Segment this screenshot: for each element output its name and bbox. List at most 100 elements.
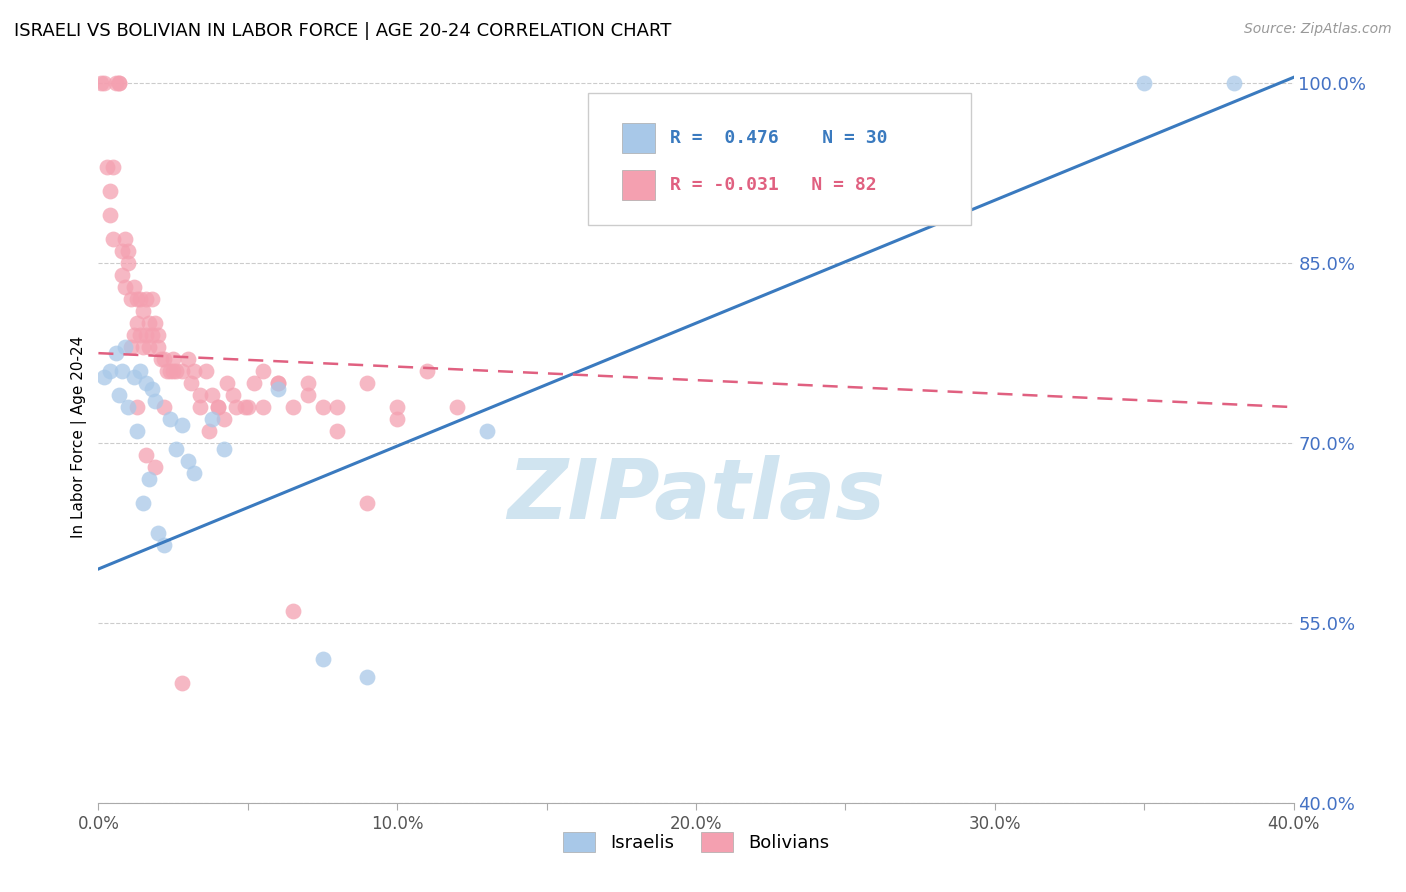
Point [153,538,176,552]
Point [207,400,229,414]
Point [138,340,160,354]
Point [98,208,122,222]
Point [111,268,134,283]
Legend: Israelis, Bolivians: Israelis, Bolivians [555,824,837,860]
FancyBboxPatch shape [589,94,972,225]
Point [120,292,142,306]
Point [222,388,245,402]
Point [165,442,187,456]
Point [132,304,155,318]
Point [243,376,266,391]
Point [117,256,139,270]
Point [148,340,170,354]
Point [127,292,149,306]
Point [103,161,125,175]
Point [124,328,146,343]
Point [180,376,202,391]
Point [233,400,256,414]
Point [165,364,187,378]
Point [124,370,146,384]
Y-axis label: In Labor Force | Age 20-24: In Labor Force | Age 20-24 [70,336,87,538]
Point [356,376,378,391]
Point [135,376,157,391]
Text: R =  0.476    N = 30: R = 0.476 N = 30 [669,129,887,147]
Point [267,376,290,391]
Point [135,292,157,306]
Point [188,388,211,402]
Point [385,412,409,426]
Point [153,352,176,367]
Point [93,370,115,384]
Point [172,676,194,690]
Point [108,76,131,90]
Point [132,340,155,354]
Point [93,76,115,90]
Point [103,232,125,246]
Point [143,394,166,409]
Point [311,652,333,666]
Point [141,382,163,396]
Point [385,400,409,414]
Point [120,340,142,354]
Point [311,400,333,414]
Point [326,424,349,438]
Point [124,280,146,294]
Point [129,292,152,306]
Point [252,364,274,378]
Point [117,244,139,259]
Point [129,328,152,343]
Point [281,400,304,414]
Point [201,412,224,426]
Point [236,400,259,414]
Point [143,460,166,475]
Point [1223,76,1246,90]
Point [129,364,152,378]
Point [225,400,247,414]
Point [141,328,163,343]
Point [267,382,290,396]
Point [356,496,378,510]
Point [297,376,319,391]
Point [153,400,176,414]
Point [215,376,238,391]
Point [150,352,173,367]
Point [127,400,149,414]
Point [475,424,498,438]
Point [138,316,160,330]
Point [183,364,205,378]
Point [198,424,221,438]
Point [96,161,118,175]
Point [135,328,157,343]
Point [212,442,235,456]
Point [114,340,136,354]
Point [195,364,218,378]
Text: ISRAELI VS BOLIVIAN IN LABOR FORCE | AGE 20-24 CORRELATION CHART: ISRAELI VS BOLIVIAN IN LABOR FORCE | AGE… [14,22,672,40]
Point [188,400,211,414]
Point [201,388,224,402]
Point [159,364,181,378]
Point [108,388,131,402]
Point [356,670,378,684]
Point [98,184,122,198]
Point [127,316,149,330]
Point [114,280,136,294]
Bar [621,170,655,200]
Point [159,412,181,426]
Point [132,496,155,510]
Point [98,364,122,378]
Point [281,604,304,618]
Point [141,292,163,306]
Text: ZIPatlas: ZIPatlas [508,455,884,536]
Point [138,472,160,486]
Point [267,376,290,391]
Point [108,76,131,90]
Text: Source: ZipAtlas.com: Source: ZipAtlas.com [1244,22,1392,37]
Point [416,364,439,378]
Point [111,244,134,259]
Point [446,400,468,414]
Point [114,232,136,246]
Point [172,364,194,378]
Point [148,526,170,541]
Text: R = -0.031   N = 82: R = -0.031 N = 82 [669,176,876,194]
Bar [621,123,655,153]
